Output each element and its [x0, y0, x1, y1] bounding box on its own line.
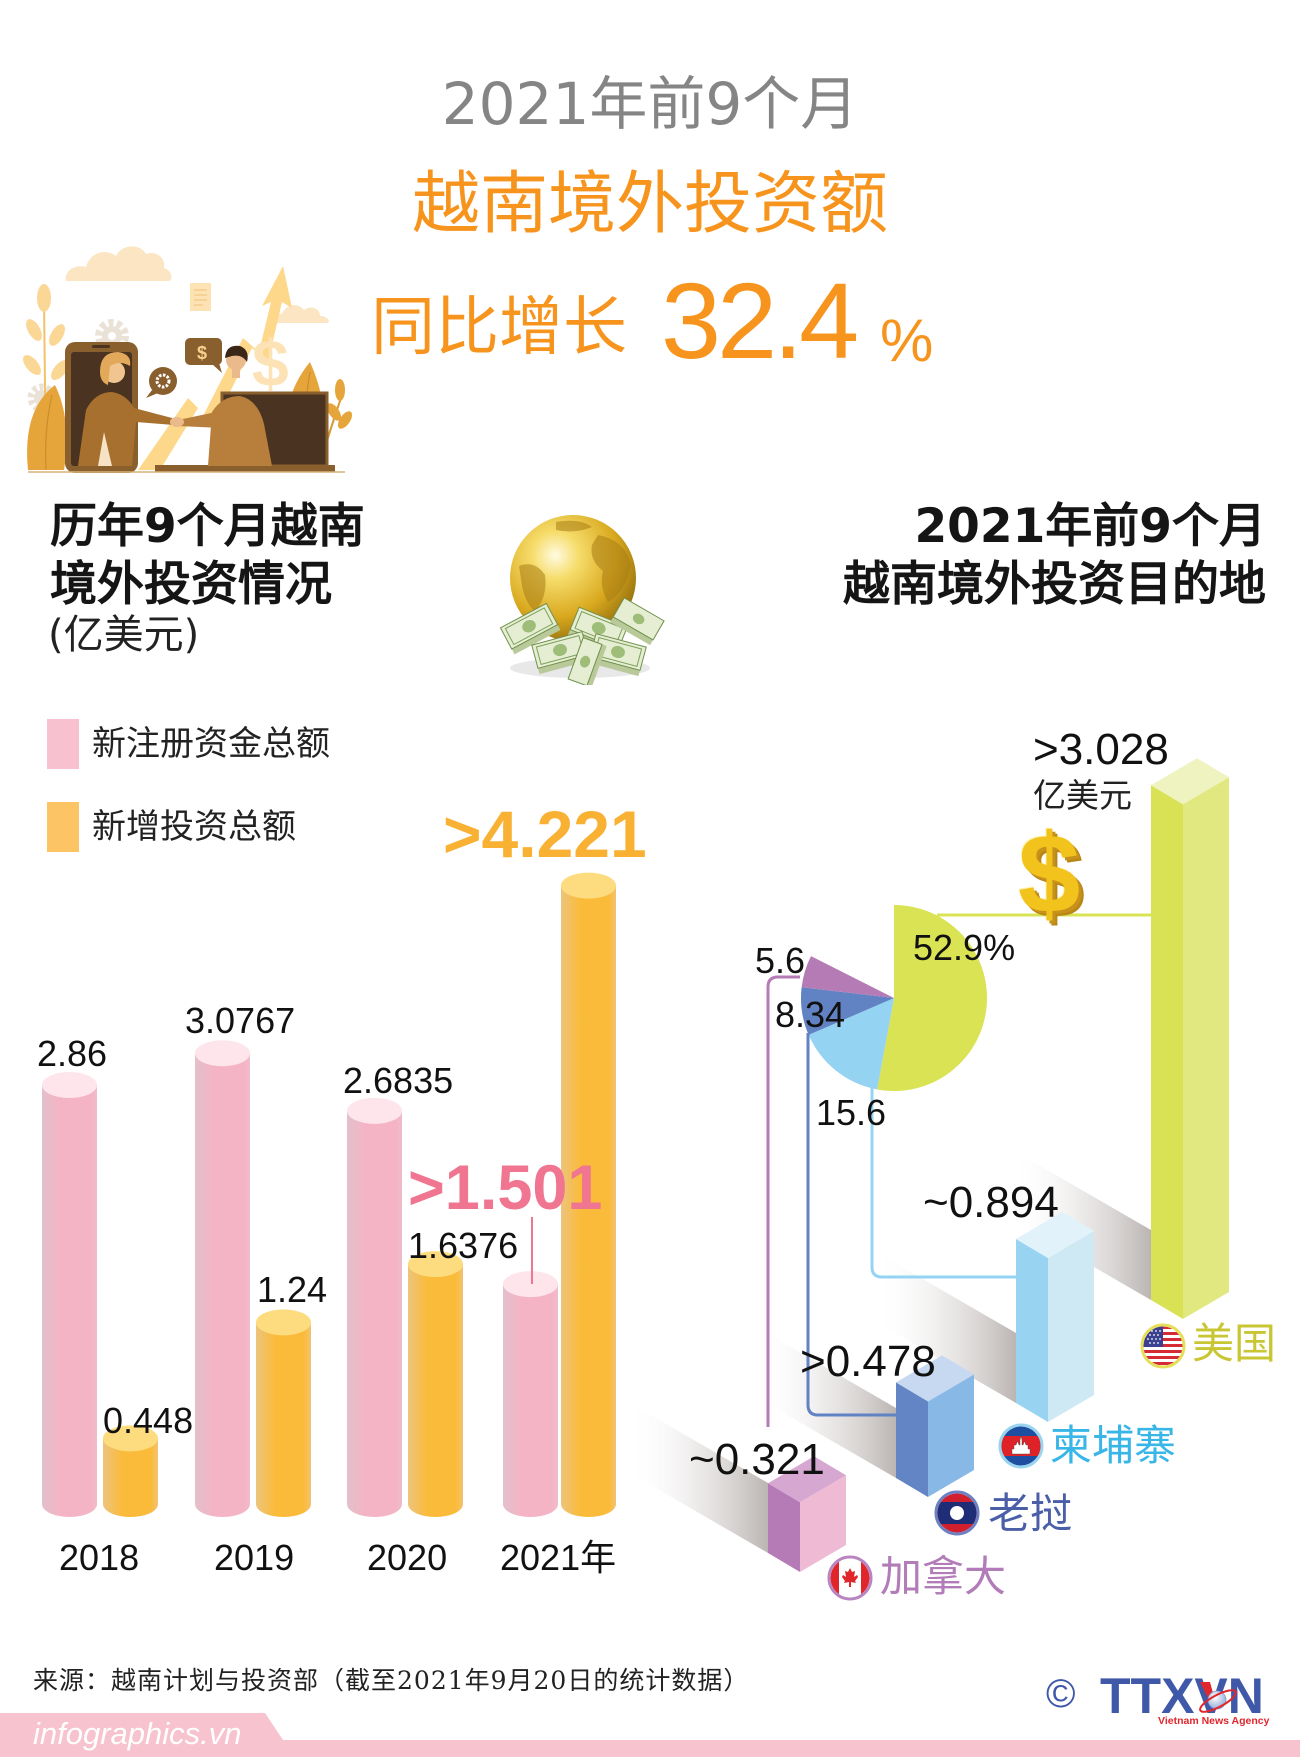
country-label-us: 美国 [1192, 1319, 1277, 1368]
bar-shadows [628, 1149, 1151, 1553]
connector-line-cambodia [870, 1088, 1016, 1279]
bar-label-2018-added: 0.448 [103, 1400, 194, 1441]
bar-label-2018-registered: 2.86 [37, 1033, 108, 1074]
site-watermark: infographics.vn [33, 1716, 242, 1751]
money-stack-icon [499, 597, 665, 685]
cambodia-flag-icon [998, 1423, 1044, 1469]
pie-label-canada: 5.6 [755, 940, 806, 981]
woman-figure [78, 352, 174, 466]
agency-globe-icon [1199, 1682, 1237, 1713]
destination-value-laos: >0.478 [800, 1337, 936, 1386]
legend-label-added-investment: 新增投资总额 [92, 807, 296, 847]
country-label-cambodia: 柬埔寨 [1050, 1421, 1177, 1470]
bar-2019-series-1 [256, 1309, 311, 1518]
bar-label-2019-registered: 3.0767 [185, 1000, 296, 1041]
bar-2020-series-0 [347, 1097, 402, 1518]
left-section-title-line1: 历年9个月越南 [50, 499, 365, 554]
destination-value-canada: ~0.321 [689, 1435, 825, 1484]
svg-text:$: $ [197, 343, 207, 363]
globe-money-icon [499, 515, 665, 685]
gold-dollar-icon: $ [1018, 811, 1081, 936]
man-figure [170, 345, 272, 466]
bar-shadow [628, 1402, 768, 1553]
destination-3d-bars [768, 758, 1229, 1572]
bar-2021-series-0 [503, 1271, 558, 1518]
pie-chart [800, 905, 988, 1091]
bar-shadow [876, 1252, 1016, 1403]
growth-value: 32.4 [661, 260, 859, 381]
legend-label-registered-capital: 新注册资金总额 [92, 724, 330, 764]
canada-flag-icon [827, 1555, 873, 1601]
right-section-title-line1: 2021年前9个月 [914, 499, 1266, 554]
bar-2019-series-0 [195, 1040, 250, 1518]
copyright-icon: © [1046, 1672, 1076, 1716]
legend-swatch-registered-capital [47, 719, 79, 769]
cloud-icon [65, 246, 172, 281]
plant-left-icon [23, 284, 69, 471]
pie-label-cambodia: 15.6 [816, 1092, 887, 1133]
bar-3d-0 [1151, 758, 1229, 1319]
page-title-main: 越南境外投资额 [411, 165, 888, 244]
pie-slice-0 [877, 905, 988, 1091]
handshake-illustration: $ [23, 246, 353, 473]
pie-slice-2 [800, 987, 894, 1035]
connector-line-canada [766, 975, 800, 1427]
dollar-icon: $ [252, 326, 289, 400]
bar-shadow [756, 1327, 896, 1478]
growth-unit: % [880, 307, 934, 374]
bar-3d-3 [768, 1456, 846, 1572]
gear-bubble-icon [146, 367, 177, 398]
us-flag-icon [1140, 1323, 1186, 1369]
source-note: 来源：越南计划与投资部（截至2021年9月20日的统计数据） [33, 1666, 750, 1695]
bar-label-2021-registered: >1.501 [408, 1153, 603, 1223]
left-section-unit: (亿美元) [48, 612, 200, 658]
country-label-laos: 老挝 [988, 1489, 1073, 1538]
connector-line-laos [806, 1033, 896, 1417]
bar-2018-series-1 [103, 1425, 158, 1518]
legend-swatch-added-investment [47, 802, 79, 852]
page-title-period: 2021年前9个月 [441, 70, 859, 138]
dollar-bubble-icon: $ [185, 338, 222, 373]
pie-label-laos: 8.34 [775, 994, 846, 1035]
bar-label-2020-added: 1.6376 [408, 1225, 519, 1266]
agency-subtitle: Vietnam News Agency [1158, 1715, 1270, 1727]
connector-lines [766, 913, 1151, 1427]
document-icon [190, 283, 211, 311]
bar-3d-2 [896, 1355, 974, 1497]
destination-value-us: >3.028 [1033, 725, 1169, 774]
x-tick-2021: 2021年 [500, 1537, 617, 1578]
destination-unit: 亿美元 [1033, 776, 1132, 815]
agency-logo-text: TTXVN [1100, 1668, 1264, 1724]
bar-2021-series-1 [561, 872, 616, 1518]
bar-chart-bars [42, 872, 616, 1518]
bar-2018-series-0 [42, 1072, 97, 1518]
bar-2020-series-1 [408, 1251, 463, 1518]
x-tick-2020: 2020 [367, 1537, 448, 1578]
x-tick-2019: 2019 [214, 1537, 295, 1578]
bar-3d-1 [1016, 1212, 1094, 1422]
destination-value-cambodia: ~0.894 [923, 1178, 1059, 1227]
right-section-title-line2: 越南境外投资目的地 [843, 557, 1266, 612]
pie-slice-3 [801, 956, 894, 998]
country-label-canada: 加拿大 [880, 1552, 1007, 1601]
cloud-icon [269, 305, 329, 323]
x-tick-2018: 2018 [59, 1537, 140, 1578]
pie-label-us: 52.9% [913, 927, 1016, 968]
left-section-title-line2: 境外投资情况 [50, 557, 332, 612]
growth-label: 同比增长 [371, 291, 627, 365]
laos-flag-icon [934, 1490, 980, 1536]
bar-label-2020-registered: 2.6835 [343, 1060, 454, 1101]
bar-label-2021-added: >4.221 [443, 797, 647, 871]
bar-label-2019-added: 1.24 [257, 1269, 328, 1310]
pie-slice-1 [808, 998, 894, 1090]
